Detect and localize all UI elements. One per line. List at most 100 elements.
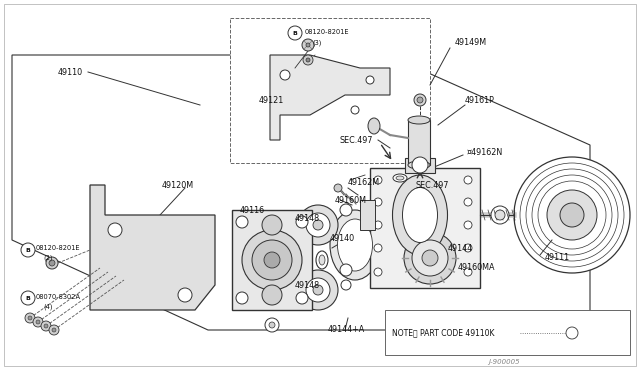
Ellipse shape <box>491 206 509 224</box>
Circle shape <box>412 157 428 173</box>
Circle shape <box>404 232 456 284</box>
Bar <box>230 18 430 163</box>
Text: 49110: 49110 <box>58 67 83 77</box>
Circle shape <box>28 316 32 320</box>
Ellipse shape <box>330 210 380 280</box>
Circle shape <box>464 198 472 206</box>
Text: 49148: 49148 <box>295 280 320 289</box>
Circle shape <box>298 205 338 245</box>
Circle shape <box>36 320 40 324</box>
Ellipse shape <box>408 161 430 169</box>
Text: SEC.497: SEC.497 <box>340 135 374 144</box>
Text: 08070-8302A: 08070-8302A <box>36 294 81 300</box>
Circle shape <box>52 328 56 332</box>
Circle shape <box>46 257 58 269</box>
Text: 49144+A: 49144+A <box>328 326 365 334</box>
Polygon shape <box>12 55 590 330</box>
Circle shape <box>374 244 382 252</box>
Circle shape <box>41 321 51 331</box>
Ellipse shape <box>495 210 505 220</box>
Text: (2): (2) <box>43 255 52 261</box>
Ellipse shape <box>316 251 328 269</box>
Text: 49111: 49111 <box>545 253 570 263</box>
Circle shape <box>298 270 338 310</box>
Circle shape <box>566 327 578 339</box>
Circle shape <box>252 240 292 280</box>
Circle shape <box>262 215 282 235</box>
Text: 08120-8201E: 08120-8201E <box>36 245 81 251</box>
Circle shape <box>288 26 302 40</box>
Circle shape <box>108 223 122 237</box>
Circle shape <box>464 176 472 184</box>
Circle shape <box>341 280 351 290</box>
Circle shape <box>374 198 382 206</box>
Circle shape <box>49 325 59 335</box>
Circle shape <box>334 184 342 192</box>
Circle shape <box>547 190 597 240</box>
Text: 49148: 49148 <box>295 214 320 222</box>
Circle shape <box>351 106 359 114</box>
Polygon shape <box>90 185 215 310</box>
Circle shape <box>464 268 472 276</box>
Circle shape <box>296 292 308 304</box>
Text: (4): (4) <box>43 304 52 310</box>
Circle shape <box>269 322 275 328</box>
Circle shape <box>49 260 55 266</box>
Circle shape <box>262 285 282 305</box>
Circle shape <box>306 278 330 302</box>
Circle shape <box>366 76 374 84</box>
Ellipse shape <box>408 116 430 124</box>
Circle shape <box>313 285 323 295</box>
Circle shape <box>422 250 438 266</box>
Ellipse shape <box>392 175 447 255</box>
Circle shape <box>464 221 472 229</box>
Text: SEC.497: SEC.497 <box>415 180 449 189</box>
Polygon shape <box>270 55 390 140</box>
Text: NOTE） PART CODE 49110K: NOTE） PART CODE 49110K <box>392 328 495 337</box>
Circle shape <box>560 203 584 227</box>
Text: 49144: 49144 <box>448 244 473 253</box>
Text: 49160MA: 49160MA <box>458 263 495 273</box>
Circle shape <box>265 318 279 332</box>
Bar <box>370 168 480 288</box>
Bar <box>408 120 430 165</box>
Text: 49116: 49116 <box>240 205 265 215</box>
Circle shape <box>21 291 35 305</box>
Bar <box>360 200 375 230</box>
Circle shape <box>340 264 352 276</box>
Text: 49161P: 49161P <box>465 96 495 105</box>
Circle shape <box>412 240 448 276</box>
Circle shape <box>514 157 630 273</box>
Text: 49140: 49140 <box>330 234 355 243</box>
Circle shape <box>236 216 248 228</box>
Ellipse shape <box>396 176 404 180</box>
Circle shape <box>302 39 314 51</box>
Circle shape <box>306 58 310 62</box>
Circle shape <box>417 97 423 103</box>
Ellipse shape <box>337 219 372 271</box>
Circle shape <box>44 324 48 328</box>
Circle shape <box>296 216 308 228</box>
Circle shape <box>340 204 352 216</box>
Circle shape <box>306 43 310 47</box>
Circle shape <box>414 94 426 106</box>
Text: 49120M: 49120M <box>162 180 194 189</box>
Text: J-900005: J-900005 <box>488 359 520 365</box>
Ellipse shape <box>368 118 380 134</box>
Ellipse shape <box>403 187 438 243</box>
Circle shape <box>25 313 35 323</box>
Bar <box>232 210 312 310</box>
Circle shape <box>374 221 382 229</box>
Bar <box>385 310 630 355</box>
Circle shape <box>264 252 280 268</box>
Bar <box>405 158 435 173</box>
Ellipse shape <box>319 255 325 265</box>
Text: (3): (3) <box>312 40 321 46</box>
Circle shape <box>313 220 323 230</box>
Text: B: B <box>26 247 31 253</box>
Text: 49121: 49121 <box>259 96 284 105</box>
Ellipse shape <box>393 174 407 182</box>
Circle shape <box>178 288 192 302</box>
Circle shape <box>280 70 290 80</box>
Text: B: B <box>26 295 31 301</box>
